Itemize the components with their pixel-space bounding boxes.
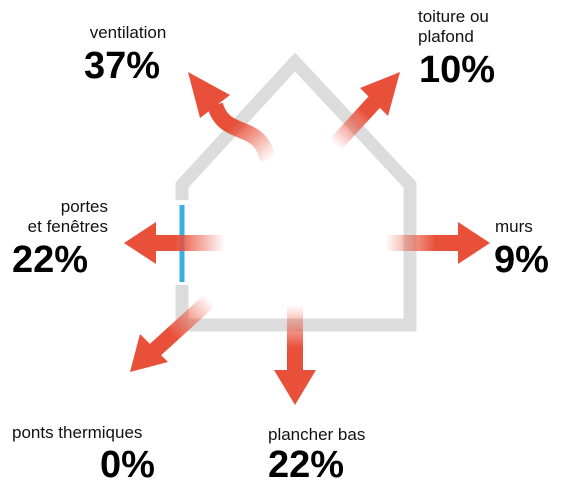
heat-loss-diagram: ventilation 37% toiture ou plafond 10% p… (0, 0, 565, 480)
arrow-head (124, 222, 156, 264)
label: plancher bas (268, 425, 365, 444)
percentage: 22% (12, 239, 88, 281)
label: portes (61, 197, 108, 216)
arrows (124, 72, 490, 405)
percentage: 37% (84, 45, 160, 87)
percentage: 10% (419, 49, 495, 91)
label: murs (495, 217, 533, 236)
percentage: 22% (268, 444, 344, 480)
label: toiture ou (418, 7, 489, 26)
label: ponts thermiques (12, 423, 142, 442)
arrow-head (274, 370, 316, 405)
percentage: 9% (494, 239, 549, 281)
label: ventilation (90, 23, 167, 42)
label: plafond (418, 27, 474, 46)
percentage: 0% (100, 444, 155, 480)
label: et fenêtres (28, 217, 108, 236)
arrow-head (458, 222, 490, 264)
